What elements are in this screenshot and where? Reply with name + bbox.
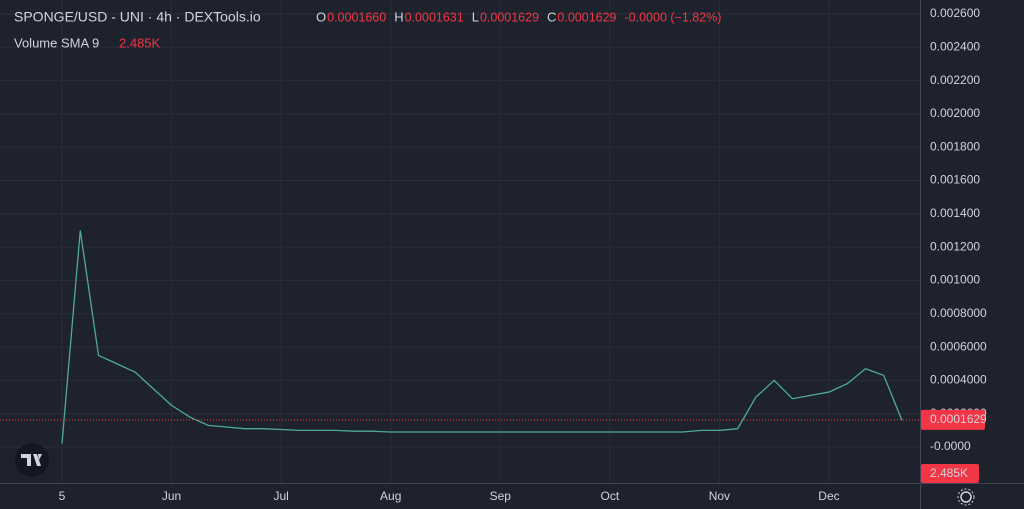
grid — [0, 0, 920, 483]
settings-icon[interactable] — [957, 488, 975, 506]
x-tick-label: Aug — [380, 489, 401, 503]
y-tick-label: 0.002600 — [930, 6, 980, 20]
y-tick-label: 0.002000 — [930, 106, 980, 120]
x-tick-label: Dec — [818, 489, 839, 503]
last-price-label: 0.0001629 — [930, 412, 987, 426]
ohlc-value: 0.0001631 — [405, 10, 464, 24]
x-tick-label: 5 — [59, 489, 66, 503]
y-tick-label: 0.001600 — [930, 173, 980, 187]
ohlc-value: 0.0001629 — [480, 10, 539, 24]
volume-box — [921, 464, 979, 483]
y-tick-label: 0.0004000 — [930, 373, 987, 387]
indicator-name: Volume SMA 9 — [14, 35, 99, 50]
x-tick-label: Oct — [600, 489, 619, 503]
x-tick-label: Sep — [490, 489, 512, 503]
plot — [61, 230, 903, 444]
y-tick-label: 0.0006000 — [930, 339, 987, 353]
x-tick-label: Jul — [273, 489, 288, 503]
indicator-value: 2.485K — [119, 35, 161, 50]
y-tick-label: -0.0000 — [930, 439, 971, 453]
y-tick-label: 0.001000 — [930, 273, 980, 287]
y-tick-label: 0.002200 — [930, 73, 980, 87]
volume-label: 2.485K — [930, 466, 968, 480]
y-tick-label: 0.001400 — [930, 206, 980, 220]
x-tick-label: Jun — [162, 489, 181, 503]
chart-title: SPONGE/USD - UNI · 4h · DEXTools.io — [14, 9, 261, 25]
ohlc-key: O — [316, 9, 326, 24]
ohlc: O 0.0001660 H 0.0001631 L 0.0001629 C 0.0001629… — [316, 9, 721, 24]
tv-logo — [15, 443, 49, 477]
y-tick-label: 0.001800 — [930, 139, 980, 153]
y-tick-label: 0.0008000 — [930, 306, 987, 320]
y-tick-label: 0.001200 — [930, 239, 980, 253]
ohlc-key: H — [394, 9, 403, 24]
ohlc-value: 0.0001629 — [557, 10, 616, 24]
ohlc-key: L — [472, 9, 479, 24]
price-line — [61, 230, 903, 444]
x-tick-label: Nov — [709, 489, 730, 503]
last-price-box — [921, 409, 985, 430]
ohlc-key: C — [547, 9, 556, 24]
ohlc-value: 0.0001660 — [327, 10, 386, 24]
y-tick-label: 0.002400 — [930, 39, 980, 53]
change: -0.0000 (−1.82%) — [625, 10, 722, 24]
